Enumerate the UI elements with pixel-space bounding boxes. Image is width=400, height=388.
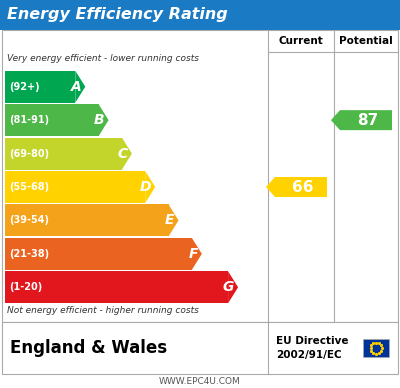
Text: F: F [188, 247, 198, 261]
Text: Very energy efficient - lower running costs: Very energy efficient - lower running co… [7, 54, 199, 63]
Text: (81-91): (81-91) [9, 115, 49, 125]
Polygon shape [331, 110, 392, 130]
Polygon shape [228, 271, 238, 303]
Text: C: C [118, 147, 128, 161]
Polygon shape [168, 204, 178, 236]
Text: A: A [70, 80, 81, 94]
Text: Current: Current [279, 36, 323, 46]
Text: B: B [94, 113, 105, 127]
Text: (92+): (92+) [9, 82, 40, 92]
Text: 66: 66 [292, 180, 314, 194]
Bar [0, 0, 400, 30]
Bar [5, 204, 168, 236]
Bar [5, 171, 145, 203]
Bar [363, 339, 389, 357]
Text: WWW.EPC4U.COM: WWW.EPC4U.COM [159, 376, 241, 386]
Bar [2, 322, 398, 374]
Text: (1-20): (1-20) [9, 282, 42, 292]
Polygon shape [266, 177, 327, 197]
Bar [5, 104, 99, 136]
Text: Not energy efficient - higher running costs: Not energy efficient - higher running co… [7, 306, 199, 315]
Bar [5, 238, 192, 270]
Text: EU Directive
2002/91/EC: EU Directive 2002/91/EC [276, 336, 348, 360]
Bar [5, 271, 228, 303]
Polygon shape [192, 238, 202, 270]
Text: D: D [140, 180, 151, 194]
Polygon shape [122, 138, 132, 170]
Bar [5, 138, 122, 170]
Text: G: G [223, 280, 234, 294]
Text: E: E [165, 213, 174, 227]
Text: (55-68): (55-68) [9, 182, 49, 192]
Polygon shape [99, 104, 109, 136]
Text: (39-54): (39-54) [9, 215, 49, 225]
Bar [5, 71, 75, 103]
Bar [2, 30, 398, 322]
Polygon shape [75, 71, 85, 103]
Text: (69-80): (69-80) [9, 149, 49, 159]
Polygon shape [145, 171, 155, 203]
Text: England & Wales: England & Wales [10, 339, 167, 357]
Text: (21-38): (21-38) [9, 249, 49, 259]
Text: Potential: Potential [339, 36, 393, 46]
Text: Energy Efficiency Rating: Energy Efficiency Rating [7, 7, 228, 23]
Text: 87: 87 [357, 113, 379, 128]
